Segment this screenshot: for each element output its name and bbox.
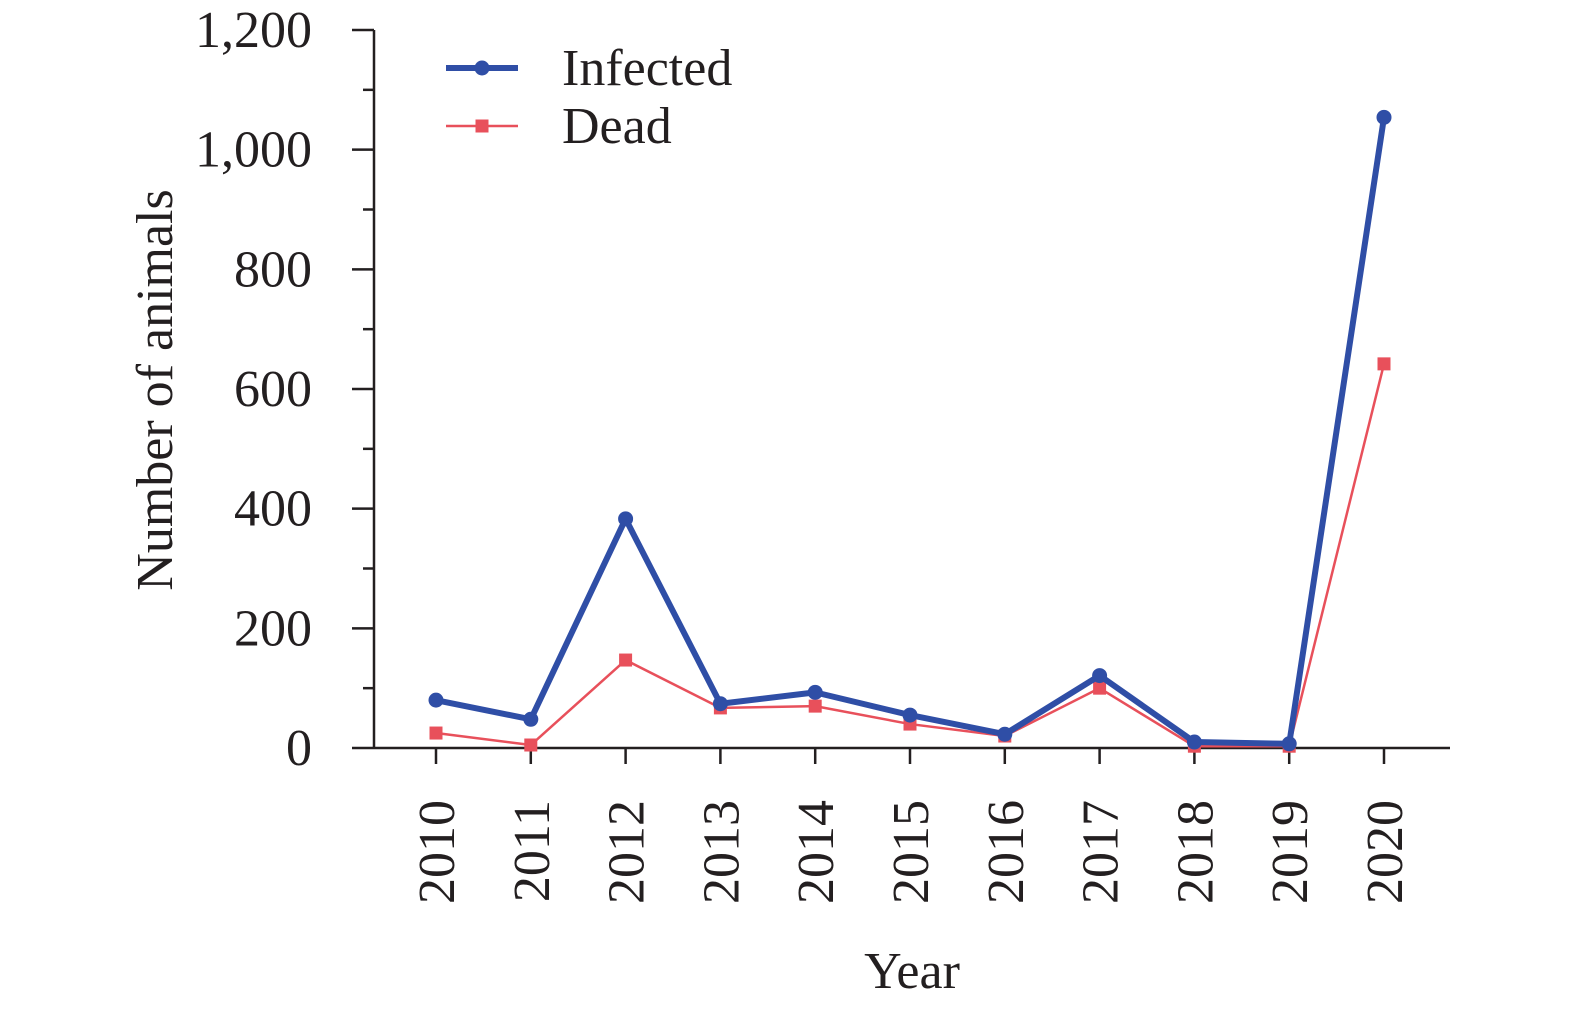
series-line-infected	[433, 114, 1387, 747]
x-tick-label: 2013	[693, 800, 750, 904]
axes: 0 200 400 600 800 1,000 1,200 2010 2011 2012 2013 2…	[195, 2, 1450, 904]
y-axis-title: Number of animals	[127, 189, 184, 590]
x-tick-label: 2016	[978, 800, 1035, 904]
x-tick-label: 2012	[599, 800, 656, 904]
series-infected	[428, 109, 1392, 752]
data-point-infected	[428, 692, 444, 708]
data-point-infected	[1376, 109, 1392, 125]
legend-item-infected: Infected	[446, 40, 732, 97]
data-point-infected	[712, 696, 728, 712]
legend-label: Infected	[562, 40, 732, 97]
data-point-dead	[619, 653, 633, 667]
y-tick-label: 600	[234, 361, 312, 418]
x-tick-label: 2015	[883, 800, 940, 904]
series-dead	[429, 357, 1391, 753]
data-point-dead	[429, 726, 443, 740]
data-point-infected	[523, 711, 539, 727]
x-tick-label: 2019	[1262, 800, 1319, 904]
x-tick-label: 2018	[1167, 800, 1224, 904]
y-tick-label: 0	[286, 720, 312, 777]
y-tick-label: 400	[234, 481, 312, 538]
data-point-infected	[902, 707, 918, 723]
x-tick-label: 2014	[788, 800, 845, 904]
x-axis-title: Year	[864, 943, 960, 1000]
data-point-dead	[1377, 357, 1391, 371]
legend-marker-circle	[474, 60, 490, 76]
legend-label: Dead	[562, 98, 672, 155]
legend-item-dead: Dead	[446, 98, 672, 155]
y-tick-label: 200	[234, 600, 312, 657]
x-tick-label: 2011	[504, 800, 561, 902]
series-layer	[428, 109, 1392, 753]
data-point-infected	[1281, 736, 1297, 752]
x-tick-label: 2010	[409, 800, 466, 904]
y-tick-label: 1,200	[195, 2, 312, 59]
data-point-infected	[1092, 668, 1108, 684]
data-point-dead	[524, 738, 538, 752]
series-line-dead	[434, 362, 1386, 748]
data-point-dead	[808, 699, 822, 713]
data-point-infected	[1186, 734, 1202, 750]
y-tick-label: 800	[234, 241, 312, 298]
data-point-infected	[997, 726, 1013, 742]
data-point-infected	[807, 684, 823, 700]
data-point-dead	[1093, 681, 1107, 695]
x-tick-label: 2017	[1073, 800, 1130, 904]
y-tick-label: 1,000	[195, 122, 312, 179]
x-tick-label: 2020	[1357, 800, 1414, 904]
legend-marker-square	[475, 119, 489, 133]
data-point-infected	[618, 511, 634, 527]
